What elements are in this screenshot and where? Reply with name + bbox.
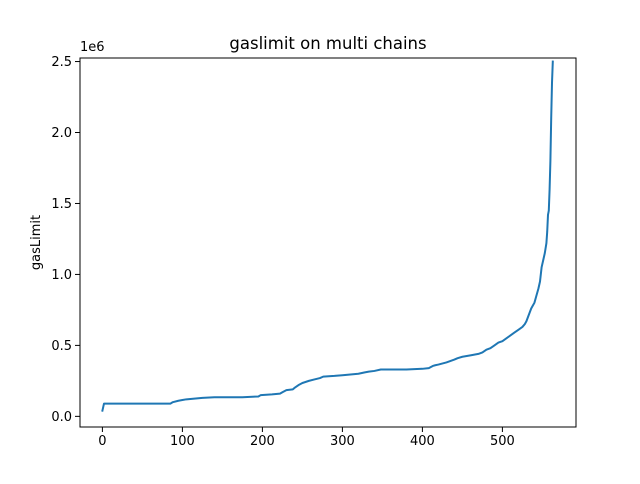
x-tick-label: 100 — [170, 434, 195, 449]
chart-title: gaslimit on multi chains — [229, 34, 426, 53]
y-axis-label: gasLimit — [29, 215, 44, 270]
x-tick-label: 200 — [250, 434, 275, 449]
x-tick-label: 400 — [410, 434, 435, 449]
y-tick-label: 0.5 — [51, 339, 72, 354]
x-tick-label: 500 — [490, 434, 515, 449]
x-tick-label: 0 — [98, 434, 106, 449]
y-tick-label: 0.0 — [51, 410, 72, 425]
x-tick-label: 300 — [330, 434, 355, 449]
y-tick-label: 1.0 — [51, 268, 72, 283]
plot-area — [80, 58, 576, 427]
series-layer — [101, 60, 554, 412]
y-axis-offset-label: 1e6 — [80, 40, 105, 55]
series-line-0 — [101, 60, 554, 412]
plot-frame — [79, 57, 577, 428]
y-tick-label: 2.0 — [51, 126, 72, 141]
ticks-layer: 0 100 200 300 400 500 0.0 0.5 1.0 1.5 2.0 2.5 — [51, 55, 515, 449]
y-tick-label: 2.5 — [51, 55, 72, 70]
y-tick-label: 1.5 — [51, 197, 72, 212]
